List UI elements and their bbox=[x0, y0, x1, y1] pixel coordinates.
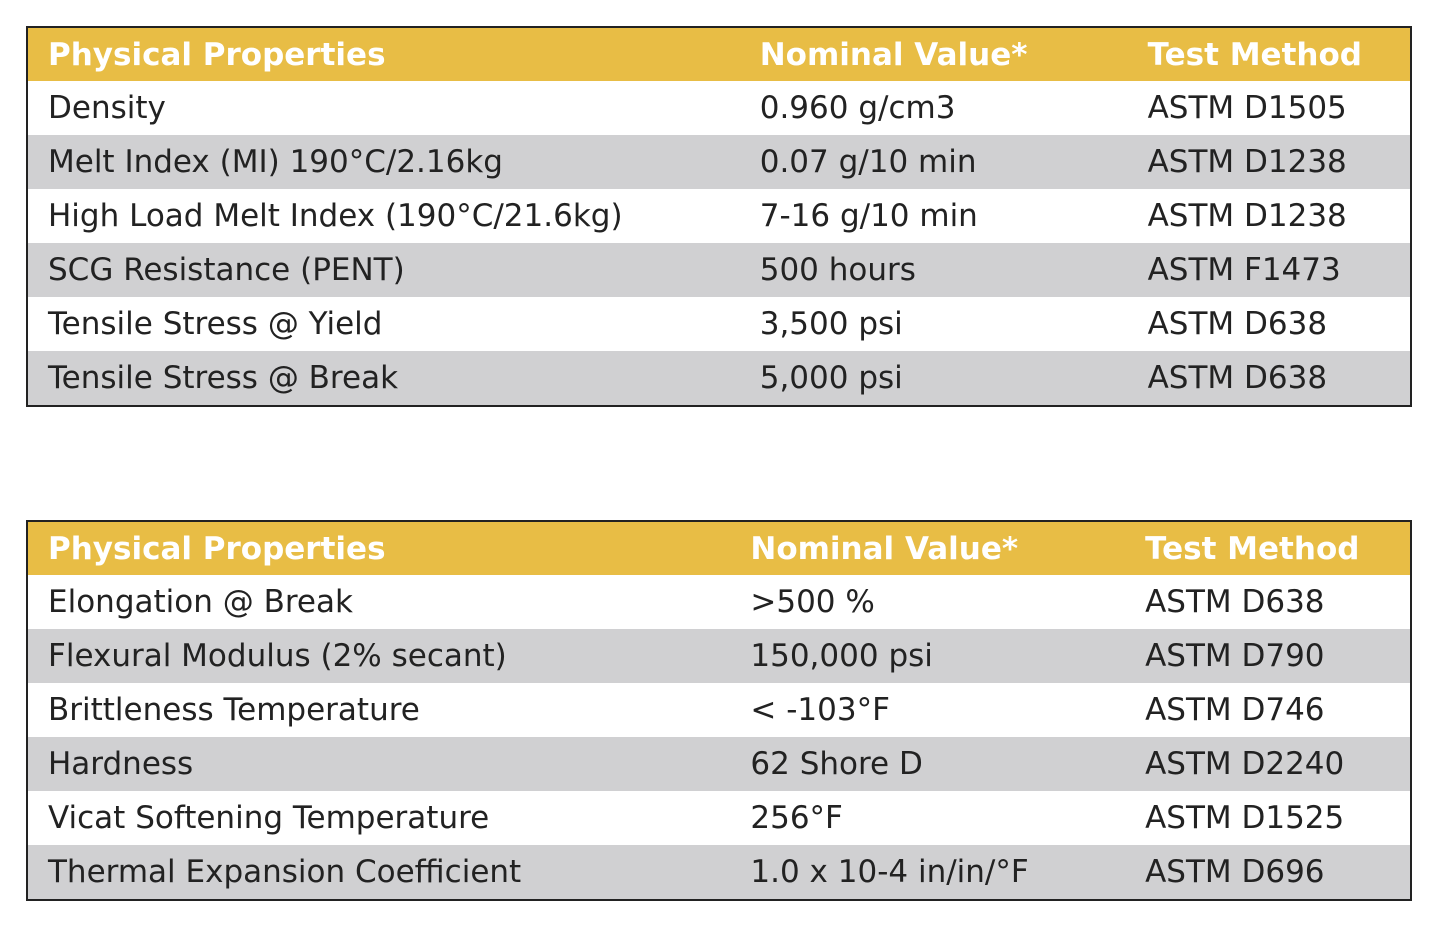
table-cell: ASTM D1238 bbox=[1127, 135, 1411, 189]
table-row: Vicat Softening Temperature 256°F ASTM D15… bbox=[27, 791, 1411, 845]
table-cell: 7-16 g/10 min bbox=[739, 189, 1128, 243]
table-row: SCG Resistance (PENT) 500 hours ASTM F1473 bbox=[27, 243, 1411, 297]
header-cell: Nominal Value* bbox=[730, 521, 1126, 575]
table-cell: 0.07 g/10 min bbox=[739, 135, 1128, 189]
table-cell: Flexural Modulus (2% secant) bbox=[27, 629, 731, 683]
table-cell: ASTM D1238 bbox=[1127, 189, 1411, 243]
table-cell: ASTM D790 bbox=[1125, 629, 1411, 683]
table-cell: ASTM D696 bbox=[1125, 845, 1411, 900]
table-cell: ASTM D638 bbox=[1127, 351, 1411, 406]
property-table: Physical Properties Nominal Value* Test Me… bbox=[26, 26, 1412, 407]
table-cell: ASTM F1473 bbox=[1127, 243, 1411, 297]
table-cell: 1.0 x 10-4 in/in/°F bbox=[730, 845, 1126, 900]
table-row: Flexural Modulus (2% secant) 150,000 psi A… bbox=[27, 629, 1411, 683]
table-cell: ASTM D2240 bbox=[1125, 737, 1411, 791]
table-cell: < -103°F bbox=[730, 683, 1126, 737]
table-cell: 0.960 g/cm3 bbox=[739, 81, 1128, 135]
table-cell: Tensile Stress @ Yield bbox=[27, 297, 740, 351]
table-cell: Brittleness Temperature bbox=[27, 683, 731, 737]
table-row: Brittleness Temperature < -103°F ASTM D746 bbox=[27, 683, 1411, 737]
header-row: Physical Properties Nominal Value* Test Me… bbox=[27, 521, 1411, 575]
table-cell: 500 hours bbox=[739, 243, 1128, 297]
header-row: Physical Properties Nominal Value* Test Me… bbox=[27, 27, 1411, 81]
table-cell: SCG Resistance (PENT) bbox=[27, 243, 740, 297]
header-cell: Test Method bbox=[1127, 27, 1411, 81]
table-cell: ASTM D746 bbox=[1125, 683, 1411, 737]
table-cell: 150,000 psi bbox=[730, 629, 1126, 683]
header-cell: Physical Properties bbox=[27, 27, 740, 81]
table-cell: Thermal Expansion Coefficient bbox=[27, 845, 731, 900]
table-cell: Tensile Stress @ Break bbox=[27, 351, 740, 406]
table-row: Tensile Stress @ Yield 3,500 psi ASTM D638 bbox=[27, 297, 1411, 351]
table-row: Melt Index (MI) 190°C/2.16kg 0.07 g/10 mi… bbox=[27, 135, 1411, 189]
table-cell: Elongation @ Break bbox=[27, 575, 731, 629]
table-cell: ASTM D638 bbox=[1127, 297, 1411, 351]
header-cell: Test Method bbox=[1125, 521, 1411, 575]
header-cell: Physical Properties bbox=[27, 521, 731, 575]
table-cell: 256°F bbox=[730, 791, 1126, 845]
table-cell: Melt Index (MI) 190°C/2.16kg bbox=[27, 135, 740, 189]
table-cell: ASTM D638 bbox=[1125, 575, 1411, 629]
property-table: Physical Properties Nominal Value* Test Me… bbox=[26, 520, 1412, 901]
table-row: Density 0.960 g/cm3 ASTM D1505 bbox=[27, 81, 1411, 135]
table-row: Hardness 62 Shore D ASTM D2240 bbox=[27, 737, 1411, 791]
table-cell: ASTM D1525 bbox=[1125, 791, 1411, 845]
table-cell: 3,500 psi bbox=[739, 297, 1128, 351]
table-cell: Hardness bbox=[27, 737, 731, 791]
table-cell: Vicat Softening Temperature bbox=[27, 791, 731, 845]
table-row: Tensile Stress @ Break 5,000 psi ASTM D638 bbox=[27, 351, 1411, 406]
table-row: Elongation @ Break >500 % ASTM D638 bbox=[27, 575, 1411, 629]
table-cell: 62 Shore D bbox=[730, 737, 1126, 791]
table-row: Thermal Expansion Coefficient 1.0 x 10-4 … bbox=[27, 845, 1411, 900]
table-cell: >500 % bbox=[730, 575, 1126, 629]
header-cell: Nominal Value* bbox=[739, 27, 1128, 81]
table-row: High Load Melt Index (190°C/21.6kg) 7-16 … bbox=[27, 189, 1411, 243]
table-cell: Density bbox=[27, 81, 740, 135]
table-cell: 5,000 psi bbox=[739, 351, 1128, 406]
table-cell: ASTM D1505 bbox=[1127, 81, 1411, 135]
table-cell: High Load Melt Index (190°C/21.6kg) bbox=[27, 189, 740, 243]
